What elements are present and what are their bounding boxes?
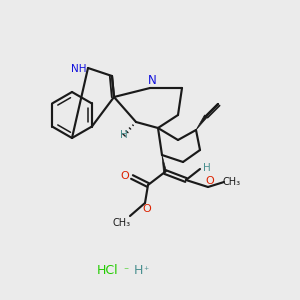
Text: H: H: [203, 163, 211, 173]
Text: O: O: [142, 204, 152, 214]
Polygon shape: [162, 155, 166, 172]
Text: ⁺: ⁺: [143, 266, 148, 276]
Text: CH₃: CH₃: [223, 177, 241, 187]
Text: N: N: [148, 74, 156, 88]
Text: CH₃: CH₃: [113, 218, 131, 228]
Text: HCl: HCl: [97, 265, 119, 278]
Text: ⁻: ⁻: [123, 266, 129, 276]
Text: NH: NH: [71, 64, 87, 74]
Text: O: O: [121, 171, 129, 181]
Text: H: H: [120, 130, 128, 140]
Text: O: O: [206, 176, 214, 186]
Polygon shape: [196, 115, 207, 130]
Text: H: H: [133, 265, 143, 278]
